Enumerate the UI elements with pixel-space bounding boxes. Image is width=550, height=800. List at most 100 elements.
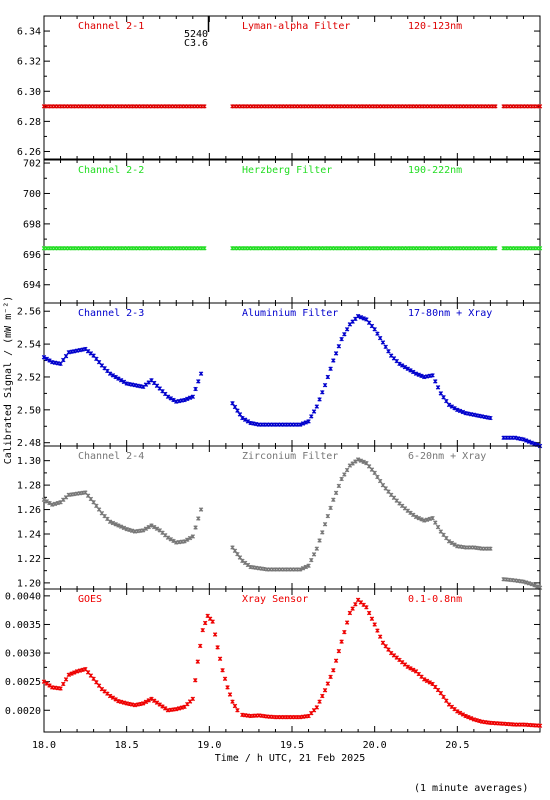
data-point: [380, 340, 386, 345]
data-point: [215, 645, 220, 650]
data-point: [66, 672, 72, 678]
data-point: [58, 686, 63, 691]
data-point: [366, 320, 372, 325]
data-point: [537, 104, 543, 109]
data-point: [165, 535, 171, 540]
panels: 6.26 6.28 6.30 6.32 6.34 Channel 2-1 Lyman-alp…: [5, 15, 543, 751]
data-point: [386, 489, 391, 494]
data-point: [300, 421, 306, 426]
data-point: [202, 246, 207, 251]
data-point: [44, 499, 49, 504]
data-point: [58, 361, 63, 367]
data-point: [405, 664, 410, 670]
data-point: [110, 520, 116, 526]
data-point: [185, 396, 190, 402]
data-point: [350, 606, 355, 611]
data-point: [311, 409, 317, 414]
data-point: [232, 404, 238, 410]
data-point: [438, 529, 444, 534]
data-point: [331, 358, 336, 363]
data-point: [366, 464, 372, 469]
x-tick-label: 18.5: [115, 740, 139, 751]
data-point: [212, 632, 218, 637]
data-point: [220, 667, 225, 673]
data-point: [328, 674, 333, 680]
data-point: [151, 698, 157, 703]
band-label: 6-20nm + Xray: [408, 451, 486, 462]
y-tick-label: 2.50: [17, 405, 41, 416]
data-point: [230, 545, 235, 550]
data-point: [198, 507, 204, 512]
data-point: [298, 567, 303, 572]
data-point: [232, 548, 238, 554]
data-point: [405, 366, 410, 371]
y-axis-label: Calibrated Signal / (mW m⁻²): [3, 296, 14, 465]
data-point: [113, 374, 118, 380]
data-point: [369, 616, 375, 621]
data-point: [493, 246, 498, 251]
y-tick-label: 702: [23, 159, 41, 170]
data-point: [118, 378, 124, 383]
data-point: [444, 398, 449, 404]
data-point: [488, 546, 493, 551]
data-point: [306, 563, 311, 569]
channel-name-label: Channel 2-3: [78, 308, 144, 319]
y-tick-label: 1.24: [17, 530, 41, 541]
data-point: [303, 564, 309, 570]
data-point: [369, 467, 375, 472]
data-point: [198, 643, 203, 649]
y-tick-label: 0.0030: [5, 649, 41, 660]
data-point: [375, 331, 380, 336]
y-tick-label: 0.0025: [5, 677, 41, 688]
panel-1: 6.26 6.28 6.30 6.32 6.34 Channel 2-1 Lyman-alp…: [17, 15, 543, 160]
data-point: [110, 373, 116, 378]
data-point: [523, 438, 529, 443]
channel-name-label: Channel 2-4: [78, 451, 144, 462]
data-point: [61, 681, 66, 687]
data-point: [380, 482, 386, 488]
data-point: [336, 344, 342, 349]
data-point: [171, 538, 176, 544]
data-point: [375, 474, 380, 480]
data-point: [193, 525, 198, 530]
filter-label: Aluminium Filter: [242, 308, 338, 319]
data-point: [190, 696, 196, 702]
data-point: [146, 698, 151, 703]
data-point: [200, 627, 205, 633]
data-point: [358, 315, 364, 320]
x-tick-label: 20.0: [363, 740, 387, 751]
y-tick-label: 2.54: [17, 340, 41, 351]
data-point: [182, 397, 187, 403]
data-point: [227, 692, 233, 697]
data-point: [143, 526, 149, 531]
filter-label: Zirconium Filter: [242, 451, 338, 462]
panel-frame: [43, 159, 541, 304]
y-tick-label: 2.56: [17, 307, 41, 318]
data-point: [361, 316, 366, 321]
data-point: [325, 374, 331, 380]
data-point: [452, 405, 457, 411]
data-point: [232, 703, 238, 709]
data-point: [168, 396, 173, 401]
data-point: [532, 441, 537, 447]
data-point: [435, 524, 441, 530]
data-point: [433, 379, 438, 384]
series-segment-3: [501, 576, 543, 591]
data-point: [309, 557, 314, 563]
data-point: [41, 679, 47, 684]
band-label: 190-222nm: [408, 165, 462, 176]
data-point: [457, 408, 463, 414]
data-point: [225, 685, 230, 690]
series-segment-3: [501, 246, 543, 251]
y-tick-label: 696: [23, 250, 41, 261]
data-point: [96, 683, 102, 688]
data-point: [140, 528, 146, 533]
data-point: [444, 535, 449, 541]
data-point: [375, 628, 380, 633]
data-point: [342, 472, 347, 477]
data-point: [317, 397, 322, 402]
data-point: [358, 458, 364, 463]
data-point: [386, 647, 391, 652]
data-point: [460, 409, 466, 415]
y-tick-label: 6.26: [17, 147, 41, 158]
